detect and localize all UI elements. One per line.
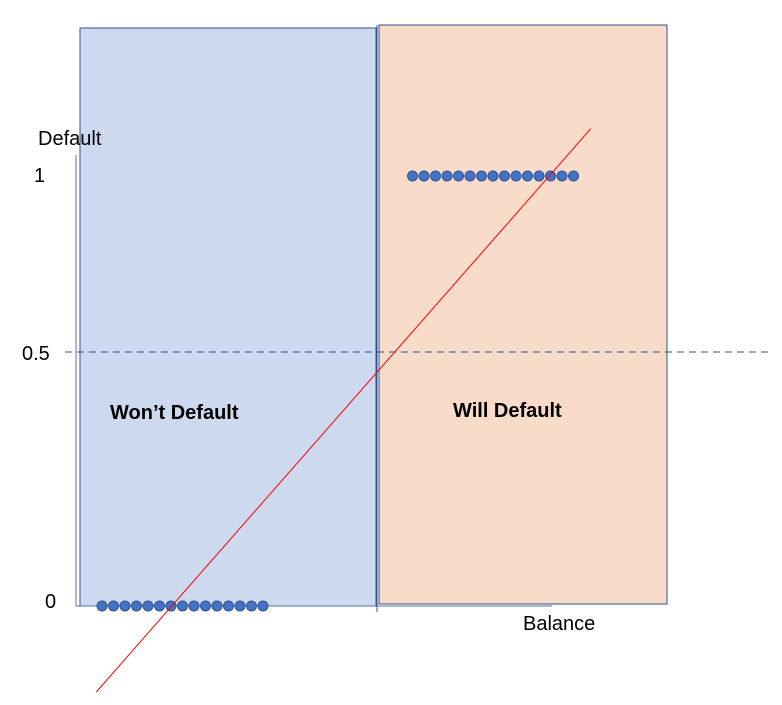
data-point (476, 170, 487, 182)
region-label-will-default: Will Default (453, 400, 562, 422)
data-point (246, 600, 257, 612)
data-point (108, 600, 119, 612)
data-point (545, 170, 556, 182)
data-point (96, 600, 108, 612)
y-tick-0-5: 0.5 (22, 343, 50, 365)
data-point (257, 600, 269, 612)
region-label-wont-default: Won’t Default (110, 402, 239, 424)
data-point (200, 600, 211, 612)
data-point (556, 170, 568, 182)
data-point (522, 170, 533, 182)
y-tick-1: 1 (34, 165, 45, 187)
data-point (464, 170, 476, 182)
data-point (407, 170, 418, 182)
region-will-default (378, 24, 668, 605)
data-point (568, 170, 579, 182)
region-wont-default (79, 27, 377, 607)
data-point (418, 170, 430, 182)
data-points (96, 170, 579, 612)
data-point (533, 170, 545, 182)
data-point (177, 600, 188, 612)
data-point (234, 600, 246, 612)
data-point (131, 600, 142, 612)
data-point (142, 600, 154, 612)
data-point (188, 600, 200, 612)
data-point (453, 170, 464, 182)
data-point (510, 170, 522, 182)
data-point (487, 170, 499, 182)
data-point (441, 170, 453, 182)
data-point (119, 600, 131, 612)
regression-line (95, 128, 592, 693)
y-axis-label: Default (38, 128, 102, 150)
data-point (154, 600, 165, 612)
data-point (499, 170, 510, 182)
x-axis-label: Balance (523, 613, 595, 635)
data-point (211, 600, 223, 612)
data-point (430, 170, 441, 182)
data-point (223, 600, 234, 612)
y-tick-0: 0 (45, 591, 56, 613)
